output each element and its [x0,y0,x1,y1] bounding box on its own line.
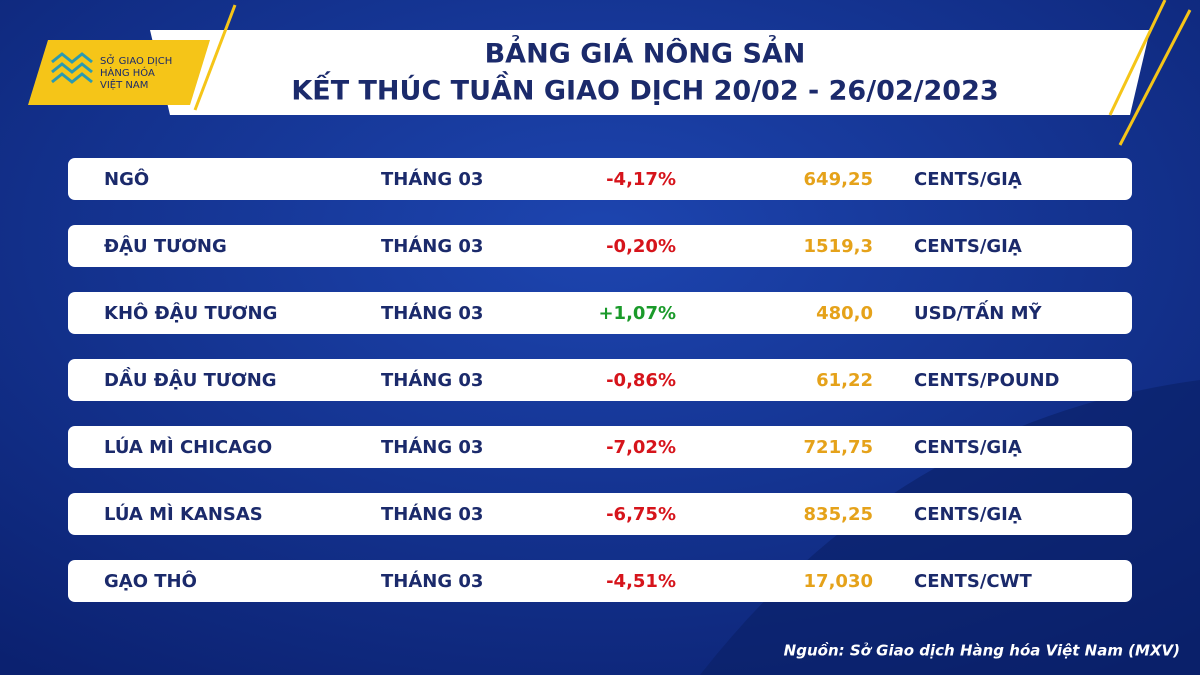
price: 835,25 [804,504,873,525]
change: -6,75% [606,504,676,525]
change: +1,07% [598,303,676,324]
logo-text: VIỆT NAM [100,78,148,91]
commodity: LÚA MÌ KANSAS [104,503,263,525]
change: -4,17% [606,169,676,190]
title: BẢNG GIÁ NÔNG SẢN [485,35,806,70]
commodity: KHÔ ĐẬU TƯƠNG [104,302,277,324]
change: -4,51% [606,571,676,592]
title: KẾT THÚC TUẦN GIAO DỊCH 20/02 - 26/02/20… [291,72,998,107]
table-row [68,292,1132,334]
source: Nguồn: Sở Giao dịch Hàng hóa Việt Nam (M… [784,641,1180,660]
change: -0,20% [606,236,676,257]
unit: CENTS/GIẠ [914,437,1022,458]
unit: CENTS/POUND [914,370,1060,391]
price: 480,0 [816,303,873,324]
unit: CENTS/GIẠ [914,504,1022,525]
logo-box [28,40,210,105]
unit: CENTS/GIẠ [914,236,1022,257]
table-row [68,493,1132,535]
table-row [68,560,1132,602]
logo-text: HÀNG HÓA [100,66,155,79]
commodity: NGÔ [104,168,149,190]
change: -7,02% [606,437,676,458]
commodity: GẠO THÔ [104,570,197,592]
decor-line [193,4,237,111]
table-row [68,359,1132,401]
decor-line [1108,0,1167,116]
commodity: ĐẬU TƯƠNG [104,235,227,257]
contract-month: THÁNG 03 [381,503,483,525]
table-row [68,158,1132,200]
table-row [68,426,1132,468]
logo-icon [51,52,93,84]
change: -0,86% [606,370,676,391]
unit: USD/TẤN MỸ [914,300,1043,324]
contract-month: THÁNG 03 [381,436,483,458]
logo-text: SỞ GIAO DỊCH [100,53,172,67]
contract-month: THÁNG 03 [381,369,483,391]
contract-month: THÁNG 03 [381,235,483,257]
commodity: LÚA MÌ CHICAGO [104,436,272,458]
decor-line [1118,9,1192,146]
price: 649,25 [804,169,873,190]
price: 721,75 [804,437,873,458]
contract-month: THÁNG 03 [381,570,483,592]
price: 61,22 [816,370,873,391]
price: 1519,3 [804,236,873,257]
unit: CENTS/CWT [914,571,1032,592]
price: 17,030 [804,571,873,592]
commodity: DẦU ĐẬU TƯƠNG [104,367,277,391]
unit: CENTS/GIẠ [914,169,1022,190]
contract-month: THÁNG 03 [381,168,483,190]
title-banner [150,30,1150,115]
contract-month: THÁNG 03 [381,302,483,324]
table-row [68,225,1132,267]
